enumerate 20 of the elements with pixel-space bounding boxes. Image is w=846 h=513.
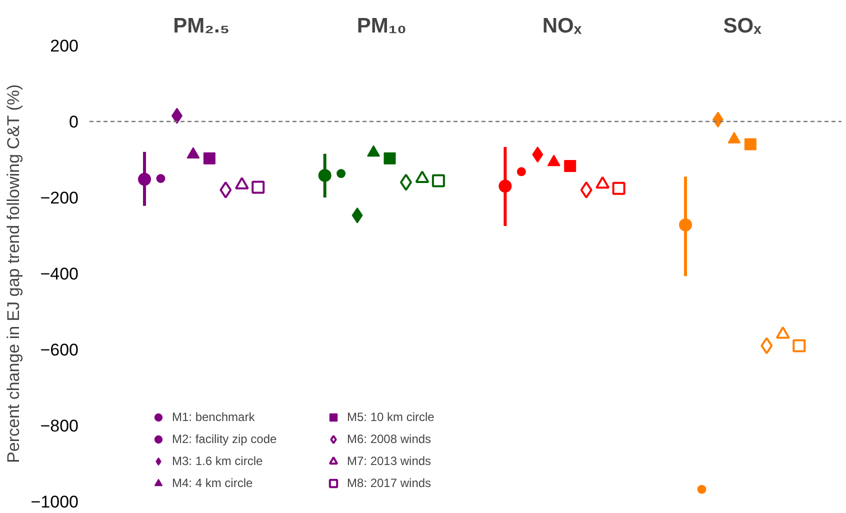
legend-label: M3: 1.6 km circle bbox=[172, 454, 264, 468]
legend-label: M2: facility zip code bbox=[172, 432, 278, 446]
x-tick-label: NOₓ bbox=[542, 14, 582, 38]
x-tick-label: SOₓ bbox=[723, 14, 762, 38]
x-tick-label: PM₂.₅ bbox=[173, 14, 230, 38]
y-tick-label: 200 bbox=[50, 36, 79, 56]
legend-label: M6: 2008 winds bbox=[347, 432, 432, 446]
legend-label: M7: 2013 winds bbox=[347, 454, 432, 468]
legend-label: M4: 4 km circle bbox=[172, 476, 254, 490]
y-tick-label: −400 bbox=[40, 264, 79, 284]
legend-label: M1: benchmark bbox=[172, 410, 256, 424]
y-tick-label: 0 bbox=[69, 112, 79, 132]
y-axis-title: Percent change in EJ gap trend following C&T (%) bbox=[4, 84, 23, 463]
x-tick-label: PM₁₀ bbox=[356, 14, 406, 38]
y-tick-label: −200 bbox=[40, 188, 79, 208]
y-tick-label: −800 bbox=[40, 416, 79, 436]
legend-label: M5: 10 km circle bbox=[347, 410, 436, 424]
legend-label: M8: 2017 winds bbox=[347, 476, 432, 490]
y-tick-label: −1000 bbox=[30, 492, 79, 512]
y-tick-label: −600 bbox=[40, 340, 79, 360]
